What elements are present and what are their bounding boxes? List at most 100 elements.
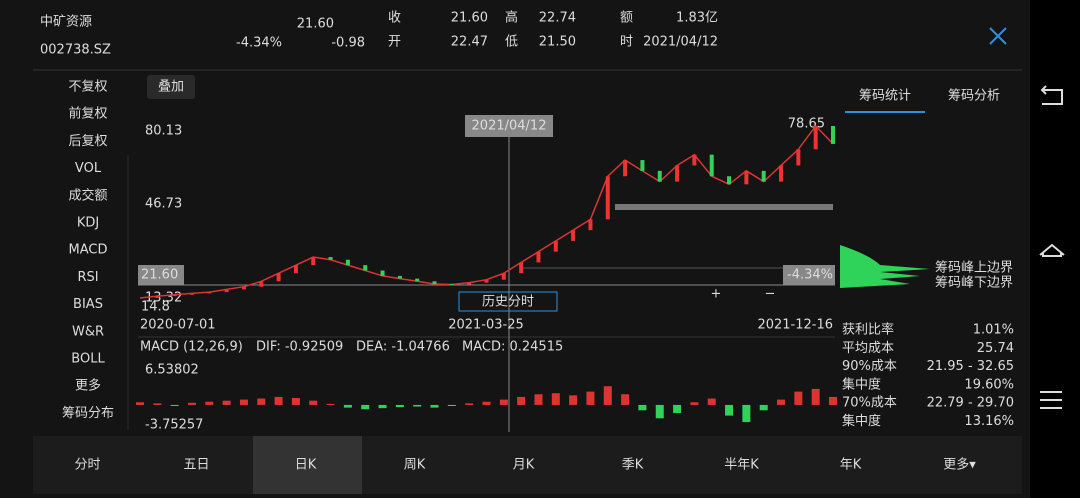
- macd-min: -3.75257: [145, 418, 203, 433]
- date-label: 2021-03-25: [448, 318, 524, 333]
- macd-bar: [759, 404, 768, 411]
- macd-title: MACD (12,26,9): [140, 340, 243, 355]
- menu-item[interactable]: 成交额: [68, 187, 107, 203]
- macd-bar: [777, 399, 786, 405]
- candle: [675, 165, 680, 182]
- menu-item[interactable]: 筹码分布: [62, 405, 114, 421]
- tab[interactable]: 更多▾: [943, 457, 976, 473]
- candle: [761, 170, 766, 182]
- tab[interactable]: 年K: [840, 458, 862, 473]
- change-pct: -4.34%: [236, 36, 282, 51]
- tab-bar: [33, 436, 1022, 494]
- menu-icon[interactable]: [1040, 391, 1062, 409]
- macd-bar: [309, 400, 318, 405]
- candle: [623, 160, 628, 177]
- tab[interactable]: 季K: [622, 458, 644, 473]
- stat-label: 90%成本: [842, 359, 897, 374]
- macd-bar: [794, 391, 803, 405]
- menu-item[interactable]: W&R: [72, 324, 104, 339]
- field-label: 收: [388, 11, 401, 26]
- field-label: 低: [505, 35, 518, 50]
- tab[interactable]: 月K: [513, 458, 535, 473]
- zoom-out[interactable]: −: [765, 287, 776, 302]
- chip-tab[interactable]: 筹码分析: [948, 88, 1000, 104]
- candle: [397, 275, 402, 279]
- macd-bar: [326, 403, 335, 405]
- candle: [571, 230, 576, 241]
- macd-bar: [725, 404, 734, 416]
- macd-bar: [343, 404, 352, 408]
- candle: [727, 176, 732, 185]
- menu-item[interactable]: BIAS: [73, 297, 103, 312]
- menu-item[interactable]: MACD: [69, 243, 108, 258]
- menu-item[interactable]: 前复权: [68, 106, 107, 122]
- tab[interactable]: 日K: [295, 458, 317, 473]
- back-icon[interactable]: [1040, 85, 1063, 105]
- macd-max: 6.53802: [145, 363, 199, 378]
- tab[interactable]: 半年K: [724, 458, 759, 473]
- macd-bar: [465, 403, 474, 405]
- macd-bar: [170, 404, 179, 407]
- chip-tab[interactable]: 筹码统计: [859, 88, 911, 104]
- macd-bar: [239, 399, 248, 405]
- macd-bar: [707, 398, 716, 405]
- overlay-label: 叠加: [158, 80, 184, 95]
- macd-bar: [447, 404, 456, 407]
- date-label: 2020-07-01: [140, 318, 216, 333]
- macd-bar: [153, 403, 162, 405]
- macd-bar: [534, 394, 543, 405]
- stat-value: 19.60%: [964, 377, 1014, 392]
- candle: [155, 296, 160, 298]
- crosshair-date: 2021/04/12: [472, 119, 547, 134]
- menu-item[interactable]: RSI: [77, 270, 98, 285]
- change: -0.98: [331, 36, 365, 51]
- macd-dea: DEA: -1.04766: [356, 340, 450, 355]
- overlay-button[interactable]: [147, 75, 195, 99]
- macd-bar: [742, 404, 751, 423]
- field-value: 1.83亿: [676, 11, 718, 26]
- stat-label: 集中度: [842, 413, 881, 429]
- price-max: 80.13: [145, 124, 182, 139]
- home-icon[interactable]: [1039, 243, 1065, 257]
- candle: [657, 170, 662, 182]
- macd-bar: [430, 404, 439, 408]
- history-button[interactable]: [458, 291, 558, 312]
- field-value: 21.60: [451, 11, 488, 26]
- tab[interactable]: 周K: [404, 458, 426, 473]
- menu-item[interactable]: 不复权: [68, 79, 107, 95]
- tab[interactable]: 五日: [183, 458, 209, 473]
- candle: [484, 279, 489, 283]
- candle: [605, 176, 610, 220]
- chip-distribution: [840, 245, 930, 288]
- candle: [744, 170, 749, 185]
- candle: [588, 219, 593, 231]
- stock-name: 中矿资源: [40, 15, 92, 30]
- tab[interactable]: 分时: [74, 458, 100, 473]
- macd-bar: [829, 396, 837, 405]
- candle: [640, 160, 645, 171]
- candle: [779, 165, 784, 182]
- chip-label: 筹码峰上边界: [935, 260, 1013, 276]
- stat-value: 21.95 - 32.65: [927, 359, 1014, 374]
- macd-bar: [482, 401, 491, 405]
- menu-item[interactable]: 更多: [75, 378, 101, 394]
- stat-value: 25.74: [977, 341, 1014, 356]
- nav-bar: [1030, 0, 1080, 498]
- stock-code: 002738.SZ: [40, 43, 111, 58]
- price-label-bg: [138, 265, 184, 285]
- macd-bar: [274, 396, 283, 405]
- field-value: 2021/04/12: [643, 35, 718, 50]
- zoom-in[interactable]: +: [711, 287, 722, 302]
- close-icon[interactable]: [989, 27, 1007, 45]
- macd-bar: [187, 402, 196, 405]
- menu-item[interactable]: VOL: [75, 161, 102, 176]
- menu-item[interactable]: 后复权: [68, 133, 107, 149]
- field-value: 22.47: [451, 35, 488, 50]
- macd-bar: [551, 393, 560, 405]
- candle: [467, 282, 472, 285]
- stat-label: 获利比率: [842, 322, 894, 338]
- macd-bar: [673, 404, 682, 413]
- menu-item[interactable]: KDJ: [77, 216, 99, 231]
- history-label: 历史分时: [482, 295, 534, 310]
- menu-item[interactable]: BOLL: [71, 352, 105, 367]
